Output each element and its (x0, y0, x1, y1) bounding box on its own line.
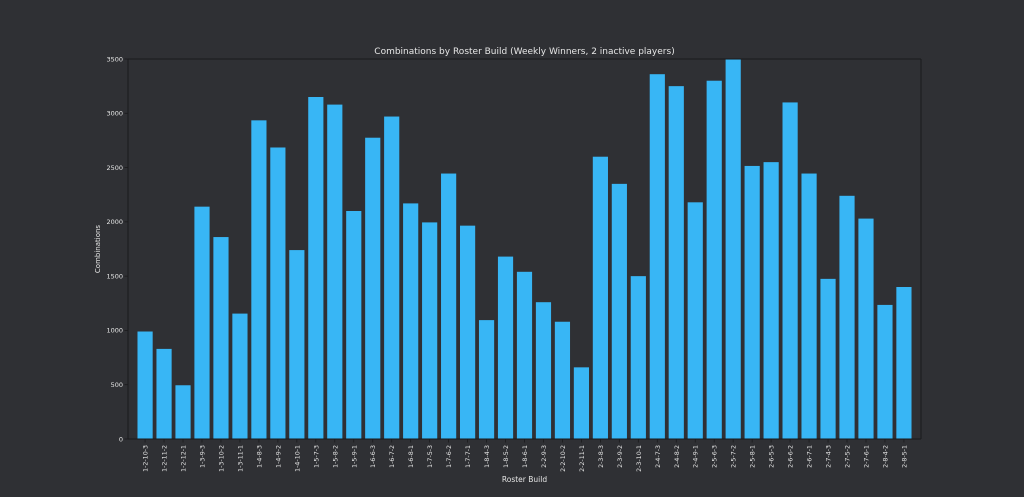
bar-1-7-7-1 (460, 225, 476, 439)
bar-2-8-5-1 (896, 287, 912, 439)
x-tick-label: 1-6-7-2 (389, 445, 396, 468)
bar-1-5-7-3 (308, 97, 324, 439)
bar-2-5-8-1 (744, 165, 760, 439)
x-tick-label: 1-8-4-3 (484, 445, 491, 468)
bar-1-4-9-2 (270, 147, 286, 440)
x-tick-label: 2-4-9-1 (693, 445, 700, 468)
bar-2-3-8-3 (592, 156, 608, 439)
x-tick-label: 2-7-6-1 (863, 445, 870, 468)
x-tick-label: 1-2-11-2 (162, 445, 169, 472)
x-tick-label: 2-2-10-2 (560, 445, 567, 472)
bar-2-5-7-2 (725, 59, 741, 439)
x-tick-label: 2-6-7-1 (807, 445, 814, 468)
bar-2-4-8-2 (668, 86, 684, 439)
bar-1-2-12-1 (175, 385, 191, 439)
x-tick-label: 2-3-8-3 (598, 445, 605, 468)
y-tick-label: 2000 (106, 218, 123, 226)
x-tick-label: 1-2-10-3 (143, 445, 150, 472)
bar-1-2-11-2 (156, 348, 172, 439)
bar-2-7-6-1 (858, 218, 874, 439)
bar-1-8-5-2 (497, 256, 514, 439)
x-tick-label: 2-5-6-3 (712, 445, 719, 468)
x-axis-label: Roster Build (502, 475, 547, 484)
bar-1-8-6-1 (516, 271, 533, 439)
y-tick-label: 3500 (106, 55, 123, 63)
x-axis: 1-2-10-3 1-2-11-2 1-2-12-1 1-3-9-3 1-3-10-2 1… (143, 439, 908, 472)
bar-1-6-8-1 (403, 203, 419, 439)
bar-2-6-6-2 (782, 102, 798, 440)
x-tick-label: 1-8-6-1 (522, 445, 529, 468)
x-tick-label: 2-3-9-2 (617, 445, 624, 468)
bar-1-5-8-2 (327, 104, 343, 439)
x-tick-label: 1-5-7-3 (313, 445, 320, 468)
bar-2-2-9-3 (535, 302, 552, 439)
y-tick-label: 1000 (106, 327, 123, 335)
x-tick-label: 1-7-7-1 (465, 445, 472, 468)
bar-2-3-10-1 (630, 276, 646, 439)
x-tick-label: 2-7-5-2 (845, 445, 852, 468)
x-tick-label: 2-8-5-1 (901, 445, 908, 468)
bar-1-3-9-3 (194, 206, 210, 439)
bar-2-3-9-2 (611, 183, 627, 439)
bar-1-4-8-3 (251, 120, 267, 439)
x-tick-label: 2-5-8-1 (750, 445, 757, 468)
x-tick-label: 2-5-7-2 (731, 445, 738, 468)
x-tick-label: 1-4-9-2 (275, 445, 282, 468)
bars-group (137, 59, 912, 440)
bar-1-6-6-3 (365, 137, 381, 439)
x-tick-label: 1-5-8-2 (332, 445, 339, 468)
x-tick-label: 1-2-12-1 (181, 445, 188, 472)
x-tick-label: 2-7-4-3 (826, 445, 833, 468)
x-tick-label: 2-3-10-1 (636, 445, 643, 472)
x-tick-label: 1-5-9-1 (351, 445, 358, 468)
x-tick-label: 2-6-6-2 (788, 445, 795, 468)
x-tick-label: 1-8-5-2 (503, 445, 510, 468)
bar-1-3-10-2 (213, 237, 229, 439)
y-axis: 0 500 1000 1500 2000 2500 3000 3500 (106, 55, 128, 443)
bar-2-2-11-1 (573, 367, 590, 439)
bar-1-6-7-2 (384, 116, 400, 439)
y-tick-label: 2500 (106, 164, 123, 172)
x-tick-label: 1-4-10-1 (294, 445, 301, 472)
bar-1-5-9-1 (346, 211, 362, 439)
x-tick-label: 1-7-6-2 (446, 445, 453, 468)
x-tick-label: 2-6-5-3 (769, 445, 776, 468)
x-tick-label: 1-3-10-2 (218, 445, 225, 472)
bar-2-7-5-2 (839, 195, 855, 439)
bar-1-2-10-3 (137, 331, 153, 439)
bar-2-2-10-2 (554, 321, 571, 439)
x-tick-label: 2-2-9-3 (541, 445, 548, 468)
bar-1-3-11-1 (232, 313, 248, 439)
x-tick-label: 1-6-6-3 (370, 445, 377, 468)
bar-1-7-6-2 (441, 173, 457, 440)
x-tick-label: 2-4-7-3 (655, 445, 662, 468)
x-tick-label: 1-6-8-1 (408, 445, 415, 468)
x-tick-label: 1-4-8-3 (256, 445, 263, 468)
bar-2-5-6-3 (706, 80, 722, 440)
bar-2-8-4-2 (877, 304, 893, 439)
y-tick-label: 0 (119, 435, 123, 443)
bar-2-6-7-1 (801, 173, 817, 440)
bar-2-4-7-3 (649, 74, 665, 439)
y-tick-label: 500 (111, 381, 123, 389)
y-tick-label: 1500 (106, 272, 123, 280)
bar-2-6-5-3 (763, 162, 779, 439)
bar-1-8-4-3 (478, 320, 495, 439)
bar-2-7-4-3 (820, 278, 836, 439)
x-tick-label: 1-3-11-1 (237, 445, 244, 472)
y-axis-label: Combinations (94, 225, 102, 274)
chart-title: Combinations by Roster Build (Weekly Win… (374, 47, 674, 57)
x-tick-label: 2-4-8-2 (674, 445, 681, 468)
x-tick-label: 1-7-5-3 (427, 445, 434, 468)
x-tick-label: 2-8-4-2 (882, 445, 889, 468)
x-tick-label: 1-3-9-3 (199, 445, 206, 468)
bar-2-4-9-1 (687, 202, 703, 439)
y-tick-label: 3000 (106, 110, 123, 118)
bar-1-4-10-1 (289, 250, 305, 439)
bar-1-7-5-3 (422, 222, 438, 439)
x-tick-label: 2-2-11-1 (579, 445, 586, 472)
